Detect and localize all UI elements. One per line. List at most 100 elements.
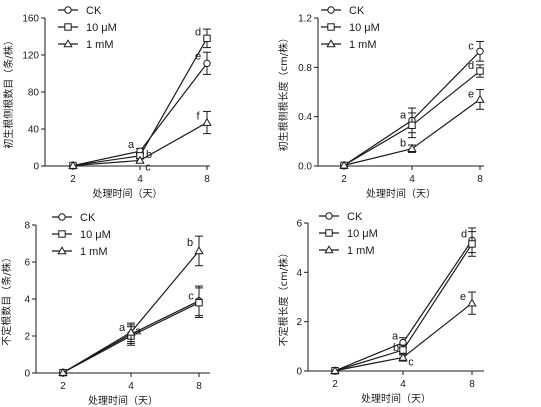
x-tick-label: 4	[400, 379, 406, 390]
significance-letter: a	[392, 331, 399, 343]
y-axis-label: 不定根长度（cm/株）	[277, 248, 290, 347]
legend-label: 1 mM	[347, 245, 375, 257]
x-tick-label: 4	[137, 174, 143, 185]
x-tick-label: 8	[196, 381, 202, 392]
significance-letter: e	[195, 50, 201, 62]
x-tick-label: 2	[341, 174, 347, 185]
x-tick-label: 2	[60, 381, 66, 392]
legend-marker	[57, 246, 67, 255]
data-point	[330, 365, 340, 375]
legend-label: CK	[86, 5, 102, 17]
x-axis-label: 处理时间（天）	[93, 187, 163, 200]
significance-letter: d	[461, 228, 467, 240]
data-point	[467, 298, 477, 307]
data-point	[194, 246, 204, 255]
x-tick-label: 4	[128, 381, 134, 392]
data-point	[398, 352, 408, 361]
data-point	[468, 240, 476, 248]
y-axis-label: 不定根数目（条/株）	[0, 252, 13, 345]
significance-letter: a	[400, 109, 407, 121]
y-tick-label: 0	[296, 367, 302, 378]
data-point	[399, 346, 407, 354]
data-point	[203, 59, 211, 68]
data-point	[126, 327, 136, 336]
data-point	[195, 299, 203, 307]
significance-letter: f	[196, 111, 200, 123]
y-tick-label: 0	[33, 162, 39, 173]
x-tick-label: 2	[70, 174, 76, 185]
legend-marker	[58, 230, 66, 238]
y-tick-label: 4	[24, 295, 30, 306]
y-tick-label: 8	[24, 221, 30, 232]
significance-letter: c	[188, 291, 194, 303]
data-point	[202, 117, 212, 126]
y-axis-label: 初生根侧根数目（条/株）	[2, 35, 15, 148]
y-tick-label: 120	[22, 51, 39, 62]
data-point	[475, 94, 485, 103]
legend-label: 10 μM	[80, 229, 111, 241]
data-point	[408, 121, 416, 129]
legend-marker	[58, 213, 66, 221]
y-tick-label: 4	[296, 268, 302, 279]
significance-letter: a	[135, 325, 142, 337]
legend-label: CK	[347, 211, 363, 223]
x-axis-label: 处理时间（天）	[361, 392, 431, 405]
x-tick-label: 4	[409, 174, 415, 185]
y-tick-label: 0.0	[298, 162, 312, 173]
series-line	[62, 250, 200, 374]
significance-letter: b	[187, 237, 193, 249]
data-point	[476, 47, 484, 55]
series-line	[72, 38, 208, 167]
legend-label: 10 μM	[347, 228, 378, 240]
series-triangle: ab	[58, 235, 204, 376]
y-tick-label: 6	[296, 219, 302, 230]
legend-marker	[324, 245, 334, 254]
legend-marker	[327, 23, 335, 31]
legend-marker	[325, 229, 333, 237]
legend-label: CK	[80, 212, 96, 224]
significance-letter: c	[408, 356, 414, 368]
y-tick-label: 2	[24, 332, 30, 343]
x-axis-label: 处理时间（天）	[88, 394, 158, 407]
y-tick-label: 0.8	[298, 63, 312, 74]
y-axis-label: 初生根侧根长度（cm/株）	[277, 33, 290, 152]
y-tick-label: 40	[28, 125, 40, 136]
significance-letter: d	[195, 26, 201, 38]
x-tick-label: 2	[332, 379, 338, 390]
x-tick-label: 8	[204, 174, 210, 185]
legend-label: CK	[349, 5, 365, 17]
significance-letter: a	[119, 322, 126, 334]
x-tick-label: 8	[477, 174, 483, 185]
significance-letter: a	[128, 139, 135, 151]
data-point	[476, 67, 484, 75]
y-tick-label: 6	[24, 258, 30, 269]
y-tick-label: 80	[28, 88, 40, 99]
significance-letter: e	[468, 88, 474, 100]
data-point	[68, 160, 78, 169]
significance-letter: b	[400, 138, 406, 150]
series-triangle: cf	[68, 111, 212, 173]
significance-letter: e	[460, 291, 466, 303]
series-triangle: be	[339, 88, 485, 169]
significance-letter: c	[145, 161, 151, 173]
data-point	[407, 143, 417, 153]
data-point	[58, 367, 68, 376]
legend-marker	[326, 39, 336, 48]
legend-marker	[327, 6, 335, 14]
legend-marker	[64, 6, 72, 14]
significance-letter: b	[393, 342, 399, 354]
x-axis-label: 处理时间（天）	[366, 187, 436, 200]
y-tick-label: 1.2	[298, 14, 312, 25]
series-triangle: ce	[330, 291, 477, 375]
significance-letter: c	[468, 40, 474, 52]
data-point	[135, 155, 145, 164]
legend-marker	[64, 23, 72, 31]
legend-label: 1 mM	[80, 246, 108, 258]
y-tick-label: 2	[296, 317, 302, 328]
legend-label: 1 mM	[349, 39, 377, 51]
legend-marker	[325, 212, 333, 220]
